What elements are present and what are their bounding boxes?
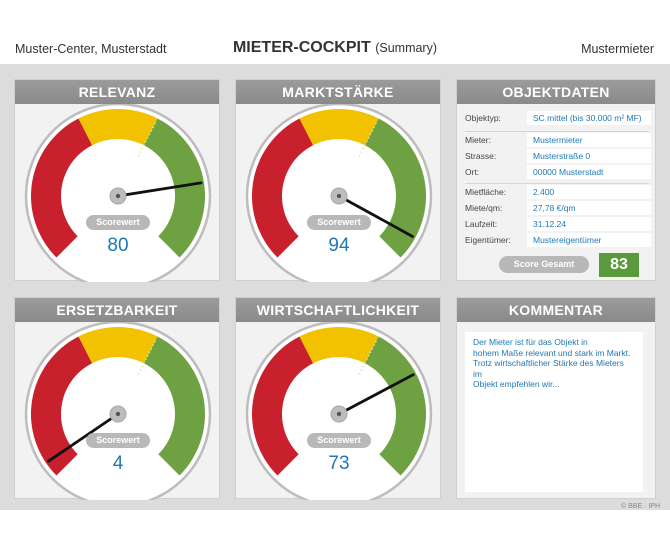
gauge-band-red [252, 336, 314, 476]
label-ort: Ort: [465, 167, 480, 177]
gauge-title: WIRTSCHAFTLICHKEIT [236, 298, 440, 322]
score-value: 80 [107, 235, 129, 256]
gauge-needle [116, 181, 203, 198]
gauge-band-green [143, 336, 205, 476]
gauge-panel-ersetzbarkeit: ERSETZBARKEIT Scorewert 4 [14, 297, 220, 500]
copyright: © BBE · IPH [621, 503, 660, 510]
gauge-band-green [364, 118, 426, 258]
comment-line: Der Mieter ist für das Objekt in [473, 337, 588, 347]
comment-line: Objekt empfehlen wir... [473, 379, 560, 389]
score-gesamt-value: 83 [599, 253, 639, 277]
comment-line: Trotz wirtschaftlicher Stärke des Mieter… [473, 358, 624, 379]
score-value: 94 [328, 235, 350, 256]
page-title: MIETER-COCKPIT (Summary) [0, 39, 670, 57]
score-label: Scorewert [307, 433, 371, 448]
kommentar-panel: KOMMENTAR Der Mieter ist für das Objekt … [456, 297, 656, 499]
value-mietflaeche: 2.400 [527, 185, 651, 199]
score-gesamt-label: Score Gesamt [499, 256, 589, 273]
gauge-dial [245, 322, 433, 500]
gauge-marker [357, 340, 377, 377]
gauge-band-green [364, 336, 426, 476]
label-eigentuemer: Eigentümer: [465, 235, 511, 245]
score-label: Scorewert [307, 215, 371, 230]
label-objektyp: Objektyp: [465, 113, 501, 123]
gauge-band-yellow [299, 327, 379, 364]
tenant-name: Mustermieter [581, 42, 654, 56]
gauge-hub-center [336, 193, 342, 199]
gauge-title: RELEVANZ [15, 80, 219, 104]
score-label: Scorewert [86, 215, 150, 230]
divider [465, 131, 649, 132]
value-strasse: Musterstraße 0 [527, 149, 651, 163]
value-eigentuemer: Mustereigentümer [527, 233, 651, 247]
gauge-marker [136, 340, 156, 377]
gauge-hub-center [336, 411, 342, 417]
value-miete-qm: 27,78 €/qm [527, 201, 651, 215]
gauge-band-yellow [299, 109, 379, 146]
gauge-needle [337, 373, 415, 416]
label-miete-qm: Miete/qm: [465, 203, 503, 213]
dashboard-board: RELEVANZ Scorewert 80 MARKTSTÄRKE Scorew… [0, 64, 670, 510]
gauge-panel-wirtschaftlichkeit: WIRTSCHAFTLICHKEIT Scorewert 73 [235, 297, 441, 500]
center-name: Muster-Center, Musterstadt [15, 42, 167, 56]
label-strasse: Strasse: [465, 151, 497, 161]
gauge-hub-center [115, 411, 121, 417]
objektdaten-panel: OBJEKTDATEN Objektyp: SC mittel (bis 30.… [456, 79, 656, 281]
value-ort: 00000 Musterstadt [527, 165, 651, 179]
score-label: Scorewert [86, 433, 150, 448]
gauge-dial [24, 322, 212, 500]
gauge-dial [24, 104, 212, 282]
value-objektyp: SC mittel (bis 30.000 m² MF) [527, 111, 651, 125]
gauge-dial [245, 104, 433, 282]
value-mieter: Mustermieter [527, 133, 651, 147]
gauge-band-yellow [78, 109, 158, 146]
comment-line: hohem Maße relevant und stark im Markt. [473, 347, 631, 358]
gauge-band-red [252, 118, 314, 258]
comment-text: Der Mieter ist für das Objekt in hohem M… [465, 332, 643, 492]
gauge-panel-relevanz: RELEVANZ Scorewert 80 [14, 79, 220, 282]
gauge-band-red [31, 336, 93, 476]
value-laufzeit: 31.12.24 [527, 217, 651, 231]
gauge-marker [357, 122, 377, 159]
score-value: 4 [112, 453, 124, 474]
kommentar-title: KOMMENTAR [457, 298, 655, 322]
header: Muster-Center, Musterstadt MIETER-COCKPI… [0, 30, 670, 64]
gauge-band-yellow [78, 327, 158, 364]
gauge-band-red [31, 118, 93, 258]
score-value: 73 [328, 453, 350, 474]
objektdaten-title: OBJEKTDATEN [457, 80, 655, 104]
gauge-title: ERSETZBARKEIT [15, 298, 219, 322]
label-mietflaeche: Mietfläche: [465, 187, 507, 197]
gauge-hub-center [115, 193, 121, 199]
title-text: MIETER-COCKPIT [232, 39, 371, 56]
gauge-title: MARKTSTÄRKE [236, 80, 440, 104]
divider [465, 183, 649, 184]
gauge-needle [337, 194, 415, 238]
label-laufzeit: Laufzeit: [465, 219, 498, 229]
label-mieter: Mieter: [465, 135, 491, 145]
gauge-needle [47, 412, 120, 463]
gauge-panel-marktstaerke: MARKTSTÄRKE Scorewert 94 [235, 79, 441, 282]
title-subtitle: (Summary) [375, 41, 438, 55]
gauge-marker [136, 122, 156, 159]
